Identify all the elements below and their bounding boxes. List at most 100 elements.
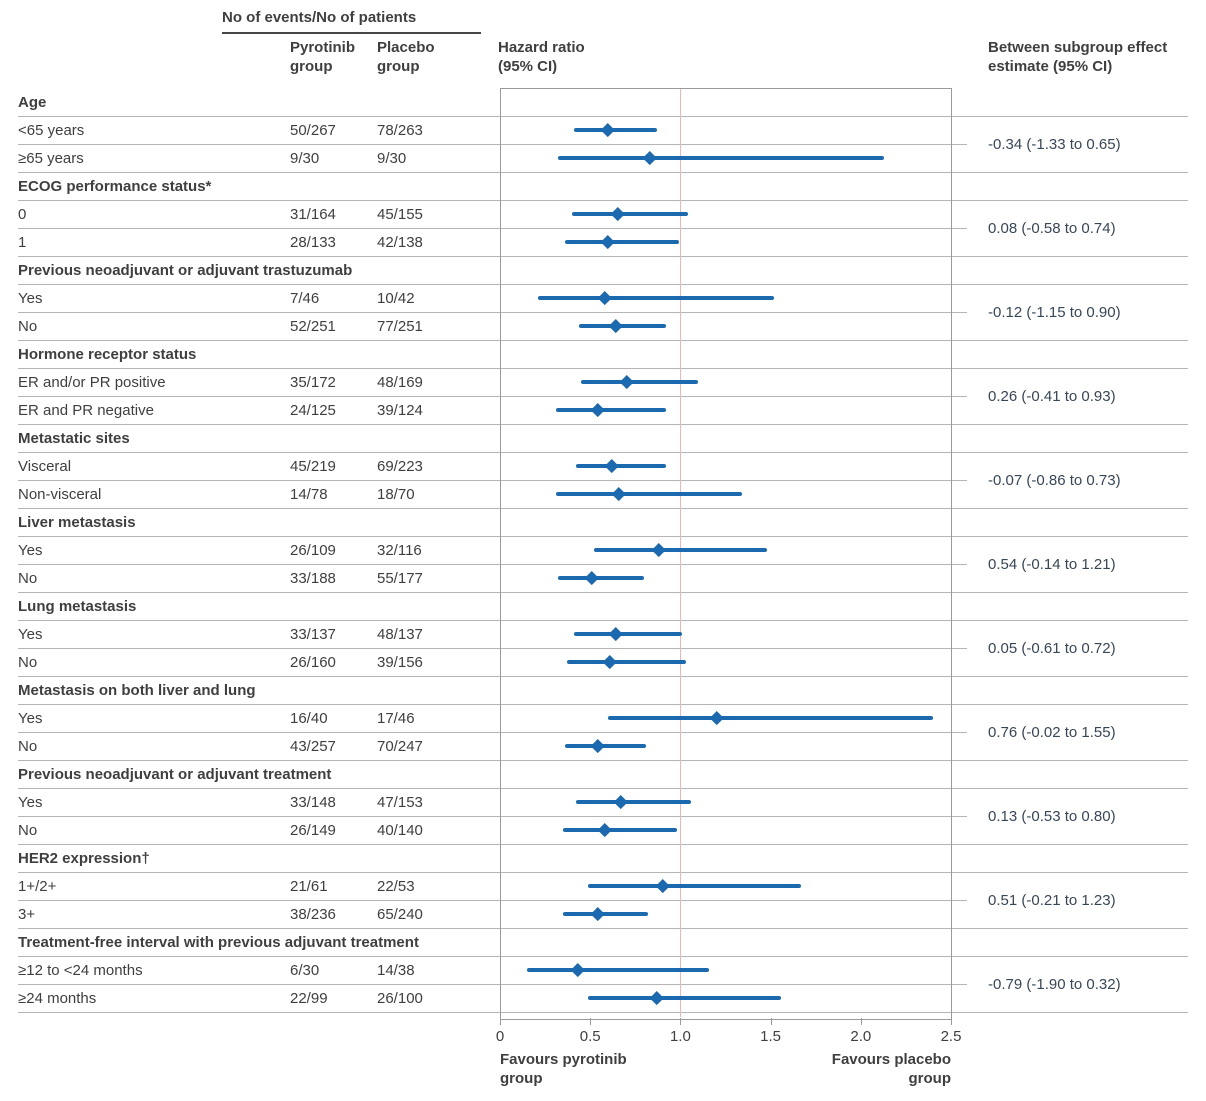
axis-tick: [500, 1018, 501, 1025]
row-divider: [18, 144, 951, 145]
events-placebo: 22/53: [377, 877, 415, 895]
section-divider: [18, 368, 1188, 369]
events-placebo: 55/177: [377, 569, 423, 587]
row-label: 0: [18, 205, 27, 223]
events-pyrotinib: 26/109: [290, 541, 336, 559]
row-label: Yes: [18, 793, 43, 811]
ci-line: [557, 156, 885, 160]
events-pyrotinib: 21/61: [290, 877, 328, 895]
ci-line: [563, 828, 677, 832]
axis-tick-label: 2.0: [850, 1028, 872, 1045]
row-label: Visceral: [18, 457, 72, 475]
events-pyrotinib: 24/125: [290, 401, 336, 419]
between-estimate-tick: [951, 312, 967, 313]
section-divider: [18, 844, 1188, 845]
events-pyrotinib: 26/160: [290, 653, 336, 671]
section-divider: [18, 788, 1188, 789]
between-estimate-tick: [951, 900, 967, 901]
ci-line: [573, 632, 683, 636]
row-divider: [18, 480, 951, 481]
between-estimate-tick: [951, 564, 967, 565]
row-label: 1+/2+: [18, 877, 57, 895]
placebo-group-header: Placebo group: [377, 39, 435, 76]
ci-line: [555, 408, 666, 412]
section-divider: [18, 620, 1188, 621]
between-estimate: 0.08 (-0.58 to 0.74): [988, 219, 1116, 237]
ci-line: [537, 296, 775, 300]
events-pyrotinib: 52/251: [290, 317, 336, 335]
section-divider: [18, 536, 1188, 537]
events-pyrotinib: 28/133: [290, 233, 336, 251]
events-placebo: 18/70: [377, 485, 415, 503]
axis-tick-label: 2.5: [940, 1028, 962, 1045]
row-label: No: [18, 653, 38, 671]
reference-line-hr-1: [679, 89, 682, 1017]
section-header: Treatment-free interval with previous ad…: [18, 933, 419, 951]
section-divider: [18, 760, 1188, 761]
section-header: Metastasis on both liver and lung: [18, 681, 256, 699]
events-placebo: 39/124: [377, 401, 423, 419]
row-divider: [18, 816, 951, 817]
row-divider: [18, 984, 951, 985]
between-estimate: 0.51 (-0.21 to 1.23): [988, 891, 1116, 909]
events-placebo: 69/223: [377, 457, 423, 475]
events-pyrotinib: 33/188: [290, 569, 336, 587]
events-pyrotinib: 22/99: [290, 989, 328, 1007]
events-placebo: 48/169: [377, 373, 423, 391]
row-label: ≥12 to <24 months: [18, 961, 143, 979]
axis-tick-label: 1.0: [669, 1028, 691, 1045]
section-divider: [18, 256, 1188, 257]
ci-line: [572, 212, 688, 216]
between-estimate: -0.07 (-0.86 to 0.73): [988, 471, 1121, 489]
section-header: Previous neoadjuvant or adjuvant trastuz…: [18, 261, 353, 279]
axis-tick: [590, 1018, 592, 1025]
ci-line: [575, 800, 692, 804]
ci-line: [575, 464, 666, 468]
events-pyrotinib: 45/219: [290, 457, 336, 475]
ci-line: [555, 492, 742, 496]
section-header: Metastatic sites: [18, 429, 130, 447]
row-label: No: [18, 569, 38, 587]
events-pyrotinib: 33/137: [290, 625, 336, 643]
between-estimate-tick: [951, 648, 967, 649]
section-divider: [18, 592, 1188, 593]
row-label: Yes: [18, 625, 43, 643]
row-divider: [18, 396, 951, 397]
events-placebo: 65/240: [377, 905, 423, 923]
events-pyrotinib: 50/267: [290, 121, 336, 139]
between-estimate: -0.79 (-1.90 to 0.32): [988, 975, 1121, 993]
section-divider: [18, 704, 1188, 705]
row-label: No: [18, 821, 38, 839]
events-pyrotinib: 35/172: [290, 373, 336, 391]
ci-line: [588, 884, 802, 888]
section-divider: [18, 508, 1188, 509]
ci-line: [564, 240, 679, 244]
row-label: ER and/or PR positive: [18, 373, 166, 391]
ci-line: [593, 548, 767, 552]
between-estimate: 0.76 (-0.02 to 1.55): [988, 723, 1116, 741]
favours-placebo-label: Favours placebo group: [831, 1051, 951, 1088]
plot-area-frame: [500, 88, 952, 1020]
axis-tick: [680, 1018, 682, 1025]
axis-tick: [951, 1018, 952, 1025]
pyrotinib-group-header: Pyrotinib group: [290, 39, 356, 76]
ci-line: [579, 324, 666, 328]
events-placebo: 14/38: [377, 961, 415, 979]
events-placebo: 26/100: [377, 989, 423, 1007]
section-divider: [18, 872, 1188, 873]
events-placebo: 10/42: [377, 289, 415, 307]
section-divider: [18, 116, 1188, 117]
between-estimate: 0.26 (-0.41 to 0.93): [988, 387, 1116, 405]
events-placebo: 42/138: [377, 233, 423, 251]
ci-line: [564, 744, 647, 748]
between-subgroup-header: Between subgroup effect estimate (95% CI…: [988, 39, 1168, 76]
events-pyrotinib: 9/30: [290, 149, 320, 167]
row-label: Yes: [18, 709, 43, 727]
events-placebo: 39/156: [377, 653, 423, 671]
section-divider: [18, 172, 1188, 173]
between-estimate: -0.12 (-1.15 to 0.90): [988, 303, 1121, 321]
row-label: Non-visceral: [18, 485, 102, 503]
between-estimate: -0.34 (-1.33 to 0.65): [988, 135, 1121, 153]
row-divider: [18, 900, 951, 901]
events-pyrotinib: 38/236: [290, 905, 336, 923]
